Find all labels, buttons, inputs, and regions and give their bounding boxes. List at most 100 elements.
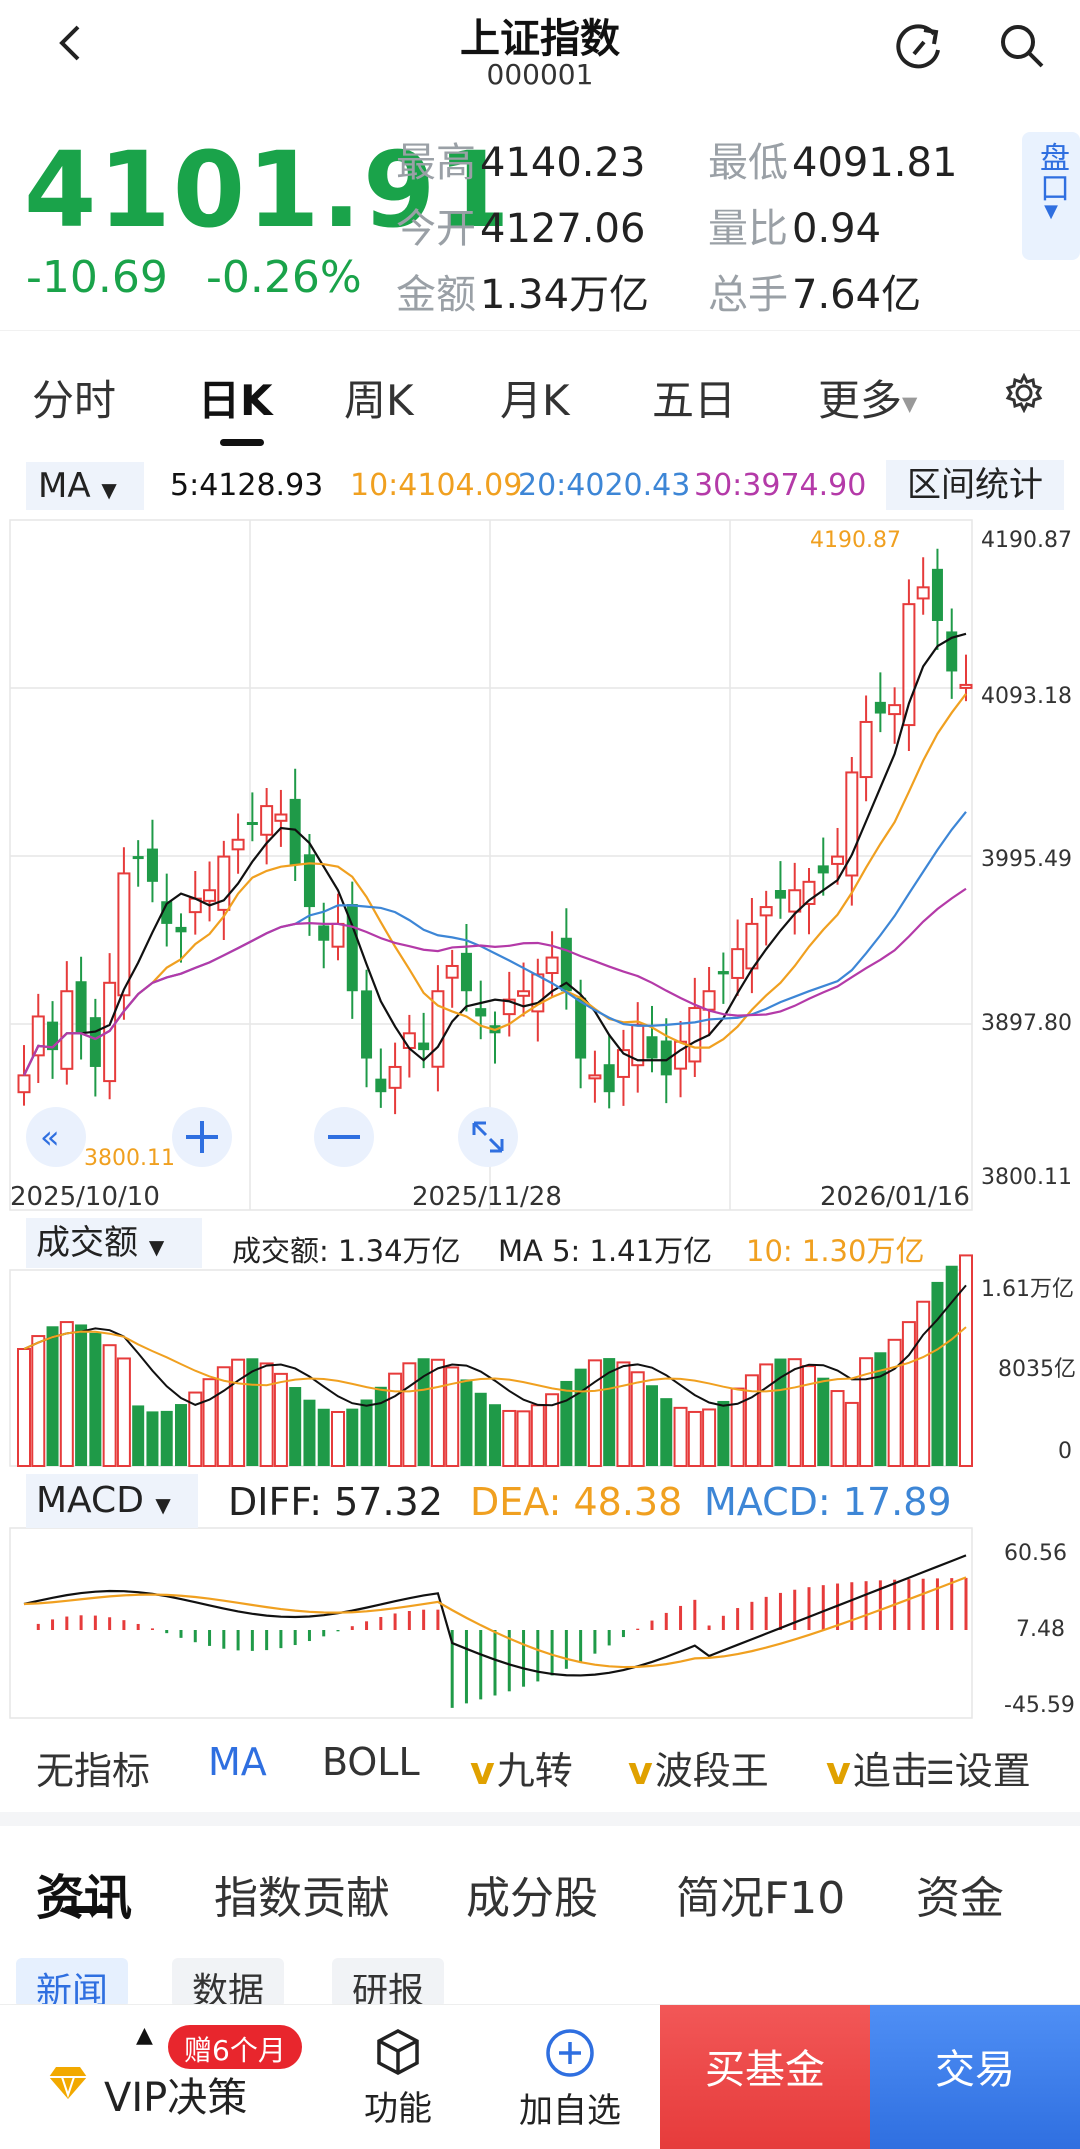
volume-bar xyxy=(530,1404,545,1467)
volume-bar xyxy=(430,1358,445,1467)
candle-body xyxy=(788,889,802,913)
candle-body xyxy=(959,683,973,689)
search-button[interactable] xyxy=(994,18,1050,74)
tab-more[interactable]: 更多▼ xyxy=(818,367,917,428)
low-marker-label: 3800.11 xyxy=(84,1146,175,1171)
stat-low: 最低 4091.81 xyxy=(708,130,957,188)
trade-button[interactable]: 交易 xyxy=(870,2005,1080,2149)
candle-body xyxy=(831,855,845,865)
volume-bar xyxy=(560,1380,573,1466)
volume-bar xyxy=(901,1321,916,1467)
tab-five-day[interactable]: 五日 xyxy=(652,376,737,425)
candle-body xyxy=(859,720,873,779)
plus-circle-icon xyxy=(546,2029,594,2077)
candle-body xyxy=(274,813,288,822)
share-button[interactable] xyxy=(892,18,948,74)
tab-monthly-k[interactable]: 月K xyxy=(500,376,570,425)
tab-news-info[interactable]: 资讯 xyxy=(36,1870,133,1926)
candle-body xyxy=(888,704,902,716)
candle-body xyxy=(303,854,315,908)
candle-body xyxy=(117,872,131,997)
indicator-boll[interactable]: BOLL xyxy=(322,1740,420,1784)
macd-diff-line xyxy=(23,1554,967,1677)
ma-selector[interactable]: MA ▼ xyxy=(26,462,144,510)
indicator-jiuzhuan[interactable]: v九转 xyxy=(470,1740,573,1795)
chip-news[interactable]: 新闻 xyxy=(16,1958,129,2008)
volume-bar xyxy=(545,1393,560,1467)
scroll-left-button: « xyxy=(26,1107,86,1167)
caret-down-icon: ▼ xyxy=(101,478,117,502)
volume-ma10-line xyxy=(23,1326,967,1393)
indicator-settings[interactable]: ☰设置 xyxy=(926,1740,1031,1795)
candle-body xyxy=(318,925,330,941)
macd-selector[interactable]: MACD ▼ xyxy=(26,1474,198,1528)
volume-bar xyxy=(916,1300,931,1467)
chart-settings-button[interactable] xyxy=(1004,372,1044,423)
volume-bar xyxy=(744,1374,759,1467)
add-watchlist-button[interactable]: 加自选 xyxy=(490,2005,650,2149)
indicator-ma[interactable]: MA xyxy=(208,1740,267,1784)
volume-bar xyxy=(574,1368,587,1466)
candle-body xyxy=(660,1040,672,1076)
ma30-value: 30:3974.90 xyxy=(694,468,867,503)
volume-bar xyxy=(402,1362,417,1468)
volume-bar xyxy=(75,1324,88,1466)
buy-fund-button[interactable]: 买基金 xyxy=(660,2005,870,2149)
candle-body xyxy=(203,889,217,902)
vip-v-icon: v xyxy=(470,1749,495,1793)
tab-capital-flow[interactable]: 资金 xyxy=(916,1873,1004,1924)
double-chevron-left-icon: « xyxy=(40,1118,60,1156)
candle-body xyxy=(916,586,930,600)
ma20-value: 20:4020.43 xyxy=(518,468,691,503)
tab-constituents[interactable]: 成分股 xyxy=(466,1873,598,1924)
candle-body xyxy=(346,903,358,992)
chip-research[interactable]: 研报 xyxy=(332,1958,445,2008)
function-button[interactable]: 功能 xyxy=(318,2005,478,2149)
x-tick-label: 2026/01/16 xyxy=(820,1182,970,1212)
pankou-button[interactable]: 盘口 ▼ xyxy=(1022,132,1080,260)
tab-profile-f10[interactable]: 简况F10 xyxy=(676,1873,846,1924)
candle-body xyxy=(260,805,274,836)
bottom-action-bar: ▲ VIP决策 赠6个月 功能 加自选 买基金 交易 xyxy=(0,2004,1080,2149)
volume-selector[interactable]: 成交额 ▼ xyxy=(26,1218,202,1268)
volume-bar xyxy=(289,1387,302,1466)
ma10-line xyxy=(23,693,967,1076)
candle-body xyxy=(132,856,144,860)
tab-intraday[interactable]: 分时 xyxy=(32,376,117,425)
indicator-none[interactable]: 无指标 xyxy=(36,1749,151,1793)
volume-bar xyxy=(388,1372,403,1468)
candle-body xyxy=(146,848,158,882)
stat-label: 总手 xyxy=(708,272,788,318)
ma10-value: 10:4104.09 xyxy=(350,468,523,503)
back-button[interactable] xyxy=(44,18,94,68)
volume-bar xyxy=(717,1400,730,1466)
stock-code: 000001 xyxy=(486,58,594,91)
volume-bar xyxy=(374,1386,387,1466)
candle-body xyxy=(375,1078,387,1093)
kline-chart[interactable]: 4190.87 4093.18 3995.49 3897.80 3800.11 … xyxy=(0,0,1080,1730)
tab-index-contribution[interactable]: 指数贡献 xyxy=(214,1873,390,1924)
macd-diff: DIFF: 57.32 xyxy=(228,1480,443,1524)
candle-body xyxy=(31,1015,45,1057)
indicator-zhui[interactable]: v追击 xyxy=(826,1740,926,1795)
stat-open: 今开 4127.06 xyxy=(396,196,645,254)
volume-bar xyxy=(830,1390,845,1467)
candle-body xyxy=(388,1065,402,1089)
fullscreen-button xyxy=(458,1107,518,1167)
range-stats-button[interactable]: 区间统计 xyxy=(886,460,1064,510)
high-marker-label: 4190.87 xyxy=(810,528,901,553)
volume-bar xyxy=(702,1408,717,1467)
candle-body xyxy=(460,952,472,992)
volume-bar xyxy=(89,1332,102,1466)
tab-daily-k[interactable]: 日K xyxy=(198,376,273,425)
chip-data[interactable]: 数据 xyxy=(172,1958,285,2008)
macd-histogram xyxy=(36,1577,968,1708)
candle-body xyxy=(502,998,516,1016)
candle-body xyxy=(545,956,559,975)
vip-decision-button[interactable]: ▲ VIP决策 xyxy=(0,2005,300,2149)
quote-panel: 4101.91 -10.69 -0.26% 最高 4140.23 最低 4091.8… xyxy=(0,110,1080,325)
tab-more-label: 更多 xyxy=(818,376,903,425)
tab-weekly-k[interactable]: 周K xyxy=(344,376,414,425)
indicator-boduan[interactable]: v波段王 xyxy=(628,1740,769,1795)
page-title: 上证指数 xyxy=(460,16,620,62)
